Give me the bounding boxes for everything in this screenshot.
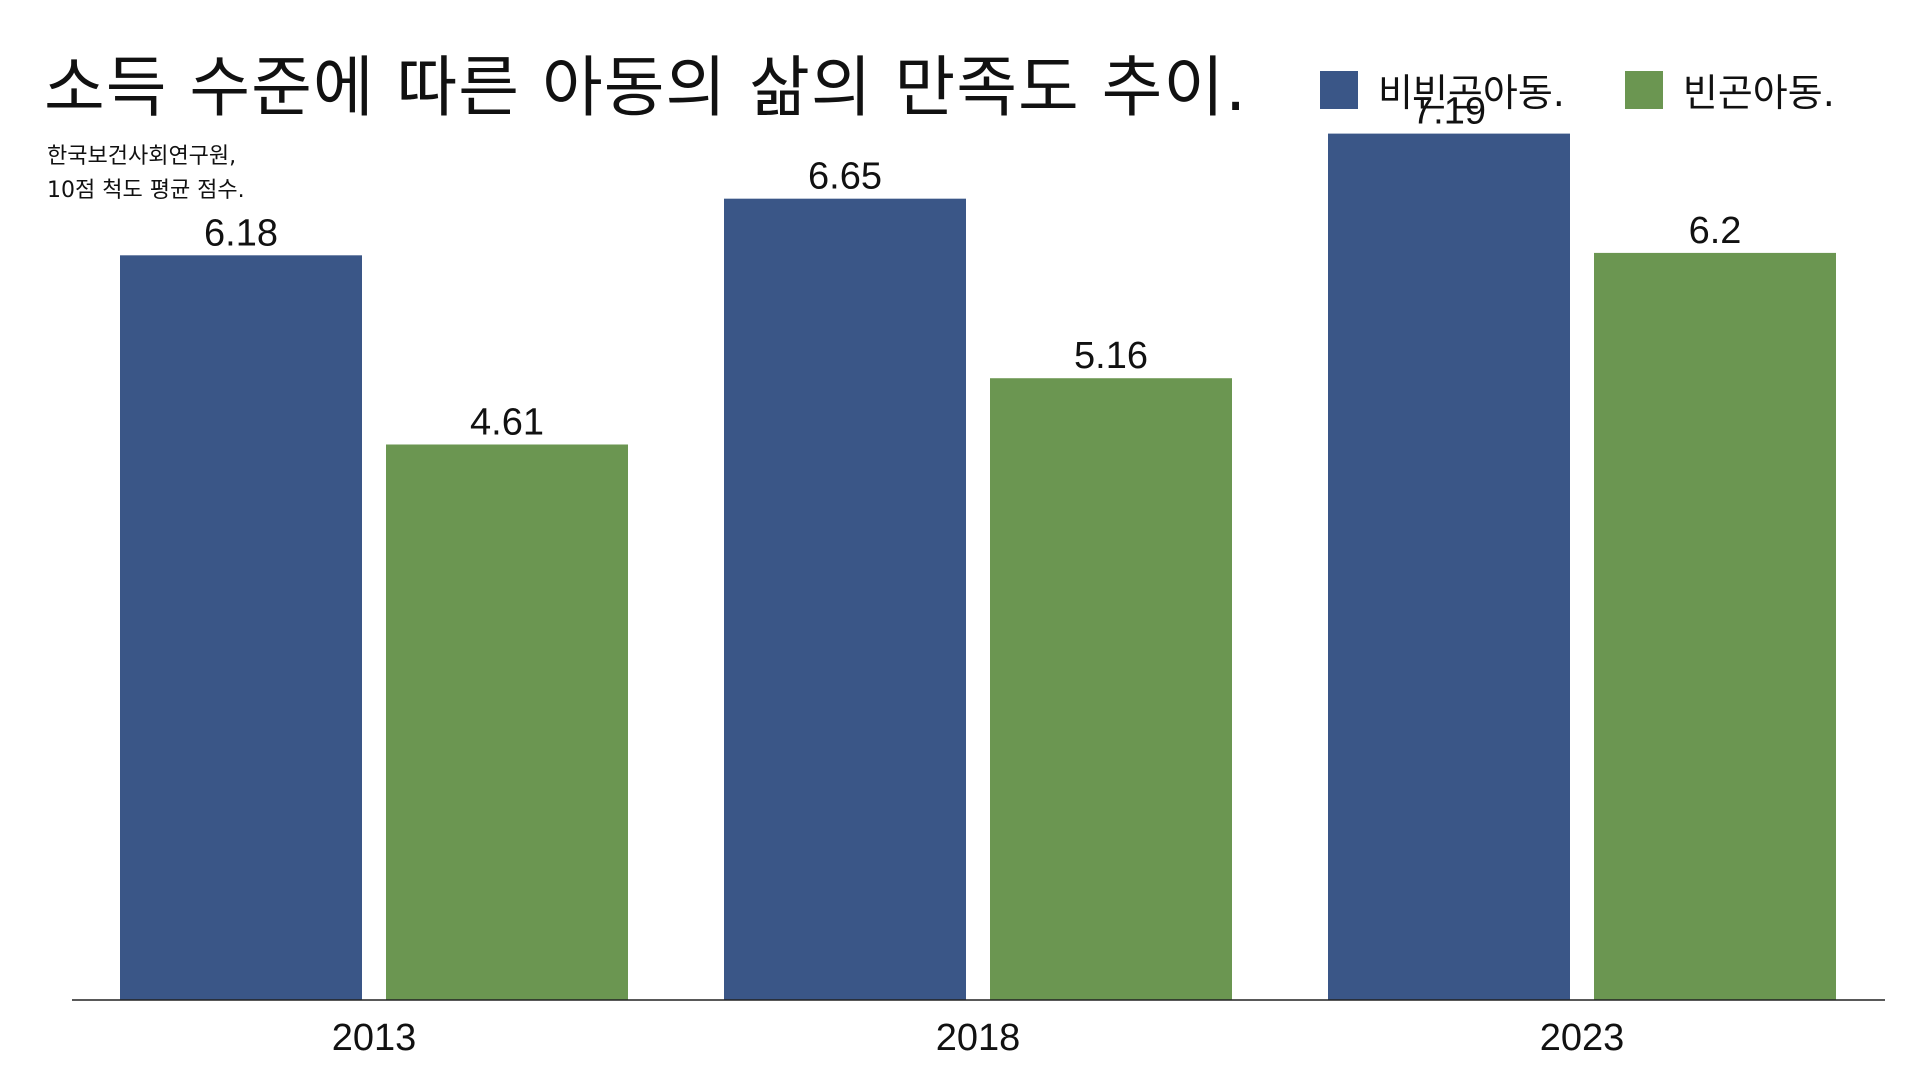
- bars-group: [120, 133, 1836, 1001]
- legend-label-non-poor: 비빈곤아동.: [1378, 71, 1565, 115]
- bar-2023-poor: [1594, 252, 1836, 1000]
- category-labels-group: 2013 2018 2023: [332, 1017, 1625, 1059]
- legend-swatch-poor: [1624, 70, 1663, 109]
- value-label-2018-non-poor: 6.65: [808, 156, 882, 198]
- value-label-2018-poor: 5.16: [1074, 335, 1148, 377]
- source-line-2: 10점 척도 평균 점수.: [47, 178, 245, 203]
- bar-2013-poor: [386, 444, 628, 1000]
- value-label-2013-non-poor: 6.18: [204, 212, 278, 254]
- value-label-2013-poor: 4.61: [470, 401, 544, 443]
- bar-2018-poor: [990, 378, 1232, 1001]
- source-line-1: 한국보건사회연구원,: [47, 144, 237, 169]
- category-label-2013: 2013: [332, 1017, 417, 1059]
- bar-2013-non-poor: [120, 255, 362, 1000]
- value-label-2023-poor: 6.2: [1689, 210, 1742, 252]
- bar-2018-non-poor: [724, 198, 966, 1001]
- legend-item-non-poor: 비빈곤아동.: [1320, 62, 1565, 117]
- value-labels-group: 6.18 4.61 6.65 5.16 7.19 6.2: [204, 91, 1741, 444]
- source-note: 한국보건사회연구원, 10점 척도 평균 점수.: [47, 140, 245, 208]
- category-label-2023: 2023: [1540, 1017, 1625, 1059]
- legend-swatch-non-poor: [1320, 70, 1358, 109]
- chart-title: 소득 수준에 따른 아동의 삶의 만족도 추이.: [44, 49, 1248, 126]
- category-label-2018: 2018: [936, 1017, 1021, 1059]
- value-label-2023-non-poor: 7.19: [1412, 91, 1486, 133]
- bar-2023-non-poor: [1328, 133, 1570, 1001]
- legend: 비빈곤아동. 빈곤아동.: [1320, 62, 1835, 117]
- legend-item-poor: 빈곤아동.: [1624, 62, 1835, 117]
- legend-label-poor: 빈곤아동.: [1682, 71, 1835, 115]
